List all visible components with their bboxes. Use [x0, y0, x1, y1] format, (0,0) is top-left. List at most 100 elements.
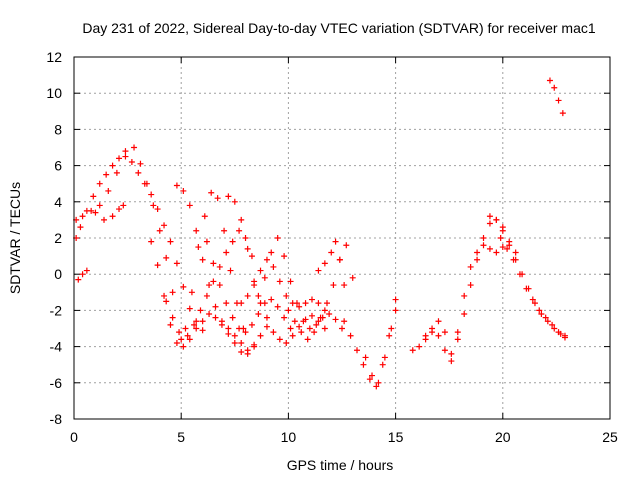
- data-point: [551, 325, 558, 332]
- data-point: [542, 314, 549, 321]
- data-point: [182, 325, 189, 332]
- data-point: [186, 202, 193, 209]
- series-track-n: [315, 238, 348, 289]
- data-point: [180, 343, 187, 350]
- data-point: [212, 314, 219, 321]
- data-point: [201, 213, 208, 220]
- chart-title: Day 231 of 2022, Sidereal Day-to-day VTE…: [82, 20, 595, 36]
- data-point: [454, 336, 461, 343]
- data-point: [386, 332, 393, 339]
- data-point: [454, 329, 461, 336]
- y-tick-label: 2: [54, 230, 62, 246]
- data-point: [122, 153, 129, 160]
- y-tick-label: 12: [46, 49, 62, 65]
- data-point: [161, 292, 168, 299]
- data-point: [180, 187, 187, 194]
- data-point: [263, 314, 270, 321]
- data-point: [236, 227, 243, 234]
- data-point: [493, 249, 500, 256]
- data-point: [375, 379, 382, 386]
- data-point: [223, 249, 230, 256]
- data-point: [268, 249, 275, 256]
- data-point: [188, 289, 195, 296]
- data-point: [77, 224, 84, 231]
- series-track-m: [285, 242, 356, 343]
- data-point: [193, 318, 200, 325]
- data-point: [330, 282, 337, 289]
- data-point: [343, 242, 350, 249]
- series-track-g: [173, 182, 270, 354]
- x-axis-label: GPS time / hours: [287, 457, 394, 473]
- data-point: [529, 296, 536, 303]
- data-point: [109, 213, 116, 220]
- data-point: [163, 254, 170, 261]
- series-track-i: [203, 238, 294, 336]
- data-point: [441, 329, 448, 336]
- data-point: [315, 300, 322, 307]
- data-point: [116, 155, 123, 162]
- data-point: [551, 84, 558, 91]
- data-point: [323, 300, 330, 307]
- data-point: [92, 209, 99, 216]
- data-point: [287, 278, 294, 285]
- data-point: [203, 292, 210, 299]
- data-point: [499, 244, 506, 251]
- data-point: [238, 300, 245, 307]
- data-point: [555, 97, 562, 104]
- data-point: [263, 256, 270, 263]
- data-point: [461, 292, 468, 299]
- y-tick-label: 4: [54, 194, 62, 210]
- data-point: [555, 329, 562, 336]
- data-point: [504, 245, 511, 252]
- data-point: [285, 307, 292, 314]
- data-point: [448, 350, 455, 357]
- x-tick-labels: 0 5 10 15 20 25: [70, 429, 618, 445]
- data-point: [101, 216, 108, 223]
- data-point: [298, 329, 305, 336]
- data-point: [223, 300, 230, 307]
- data-point: [435, 332, 442, 339]
- data-point: [326, 311, 333, 318]
- data-point: [317, 314, 324, 321]
- data-point: [244, 245, 251, 252]
- data-point: [283, 292, 290, 299]
- plot-frame: [73, 56, 611, 420]
- data-point: [499, 227, 506, 234]
- data-points: [73, 77, 568, 390]
- data-point: [193, 325, 200, 332]
- data-point: [486, 245, 493, 252]
- data-point: [148, 191, 155, 198]
- data-point: [150, 202, 157, 209]
- series-track-j: [225, 193, 328, 346]
- data-point: [480, 235, 487, 241]
- data-point: [510, 256, 517, 263]
- data-point: [366, 376, 373, 383]
- data-point: [221, 227, 228, 234]
- y-tick-label: 8: [54, 121, 62, 137]
- grid: [74, 57, 610, 419]
- data-point: [244, 347, 251, 354]
- data-point: [231, 198, 238, 205]
- data-point: [238, 339, 245, 346]
- data-point: [549, 321, 556, 328]
- data-point: [216, 282, 223, 289]
- data-point: [120, 202, 127, 209]
- data-point: [169, 289, 176, 296]
- data-point: [193, 227, 200, 234]
- data-point: [113, 169, 120, 176]
- data-point: [332, 316, 339, 323]
- data-point: [306, 325, 313, 332]
- data-point: [244, 292, 251, 299]
- data-point: [467, 263, 474, 270]
- data-point: [435, 318, 442, 325]
- data-point: [289, 332, 296, 339]
- data-point: [474, 249, 481, 256]
- data-point: [105, 187, 112, 194]
- data-point: [83, 267, 90, 274]
- data-point: [339, 325, 345, 332]
- data-point: [161, 222, 168, 229]
- data-point: [238, 349, 245, 356]
- data-point: [88, 207, 95, 214]
- data-point: [523, 285, 530, 292]
- data-point: [199, 327, 206, 334]
